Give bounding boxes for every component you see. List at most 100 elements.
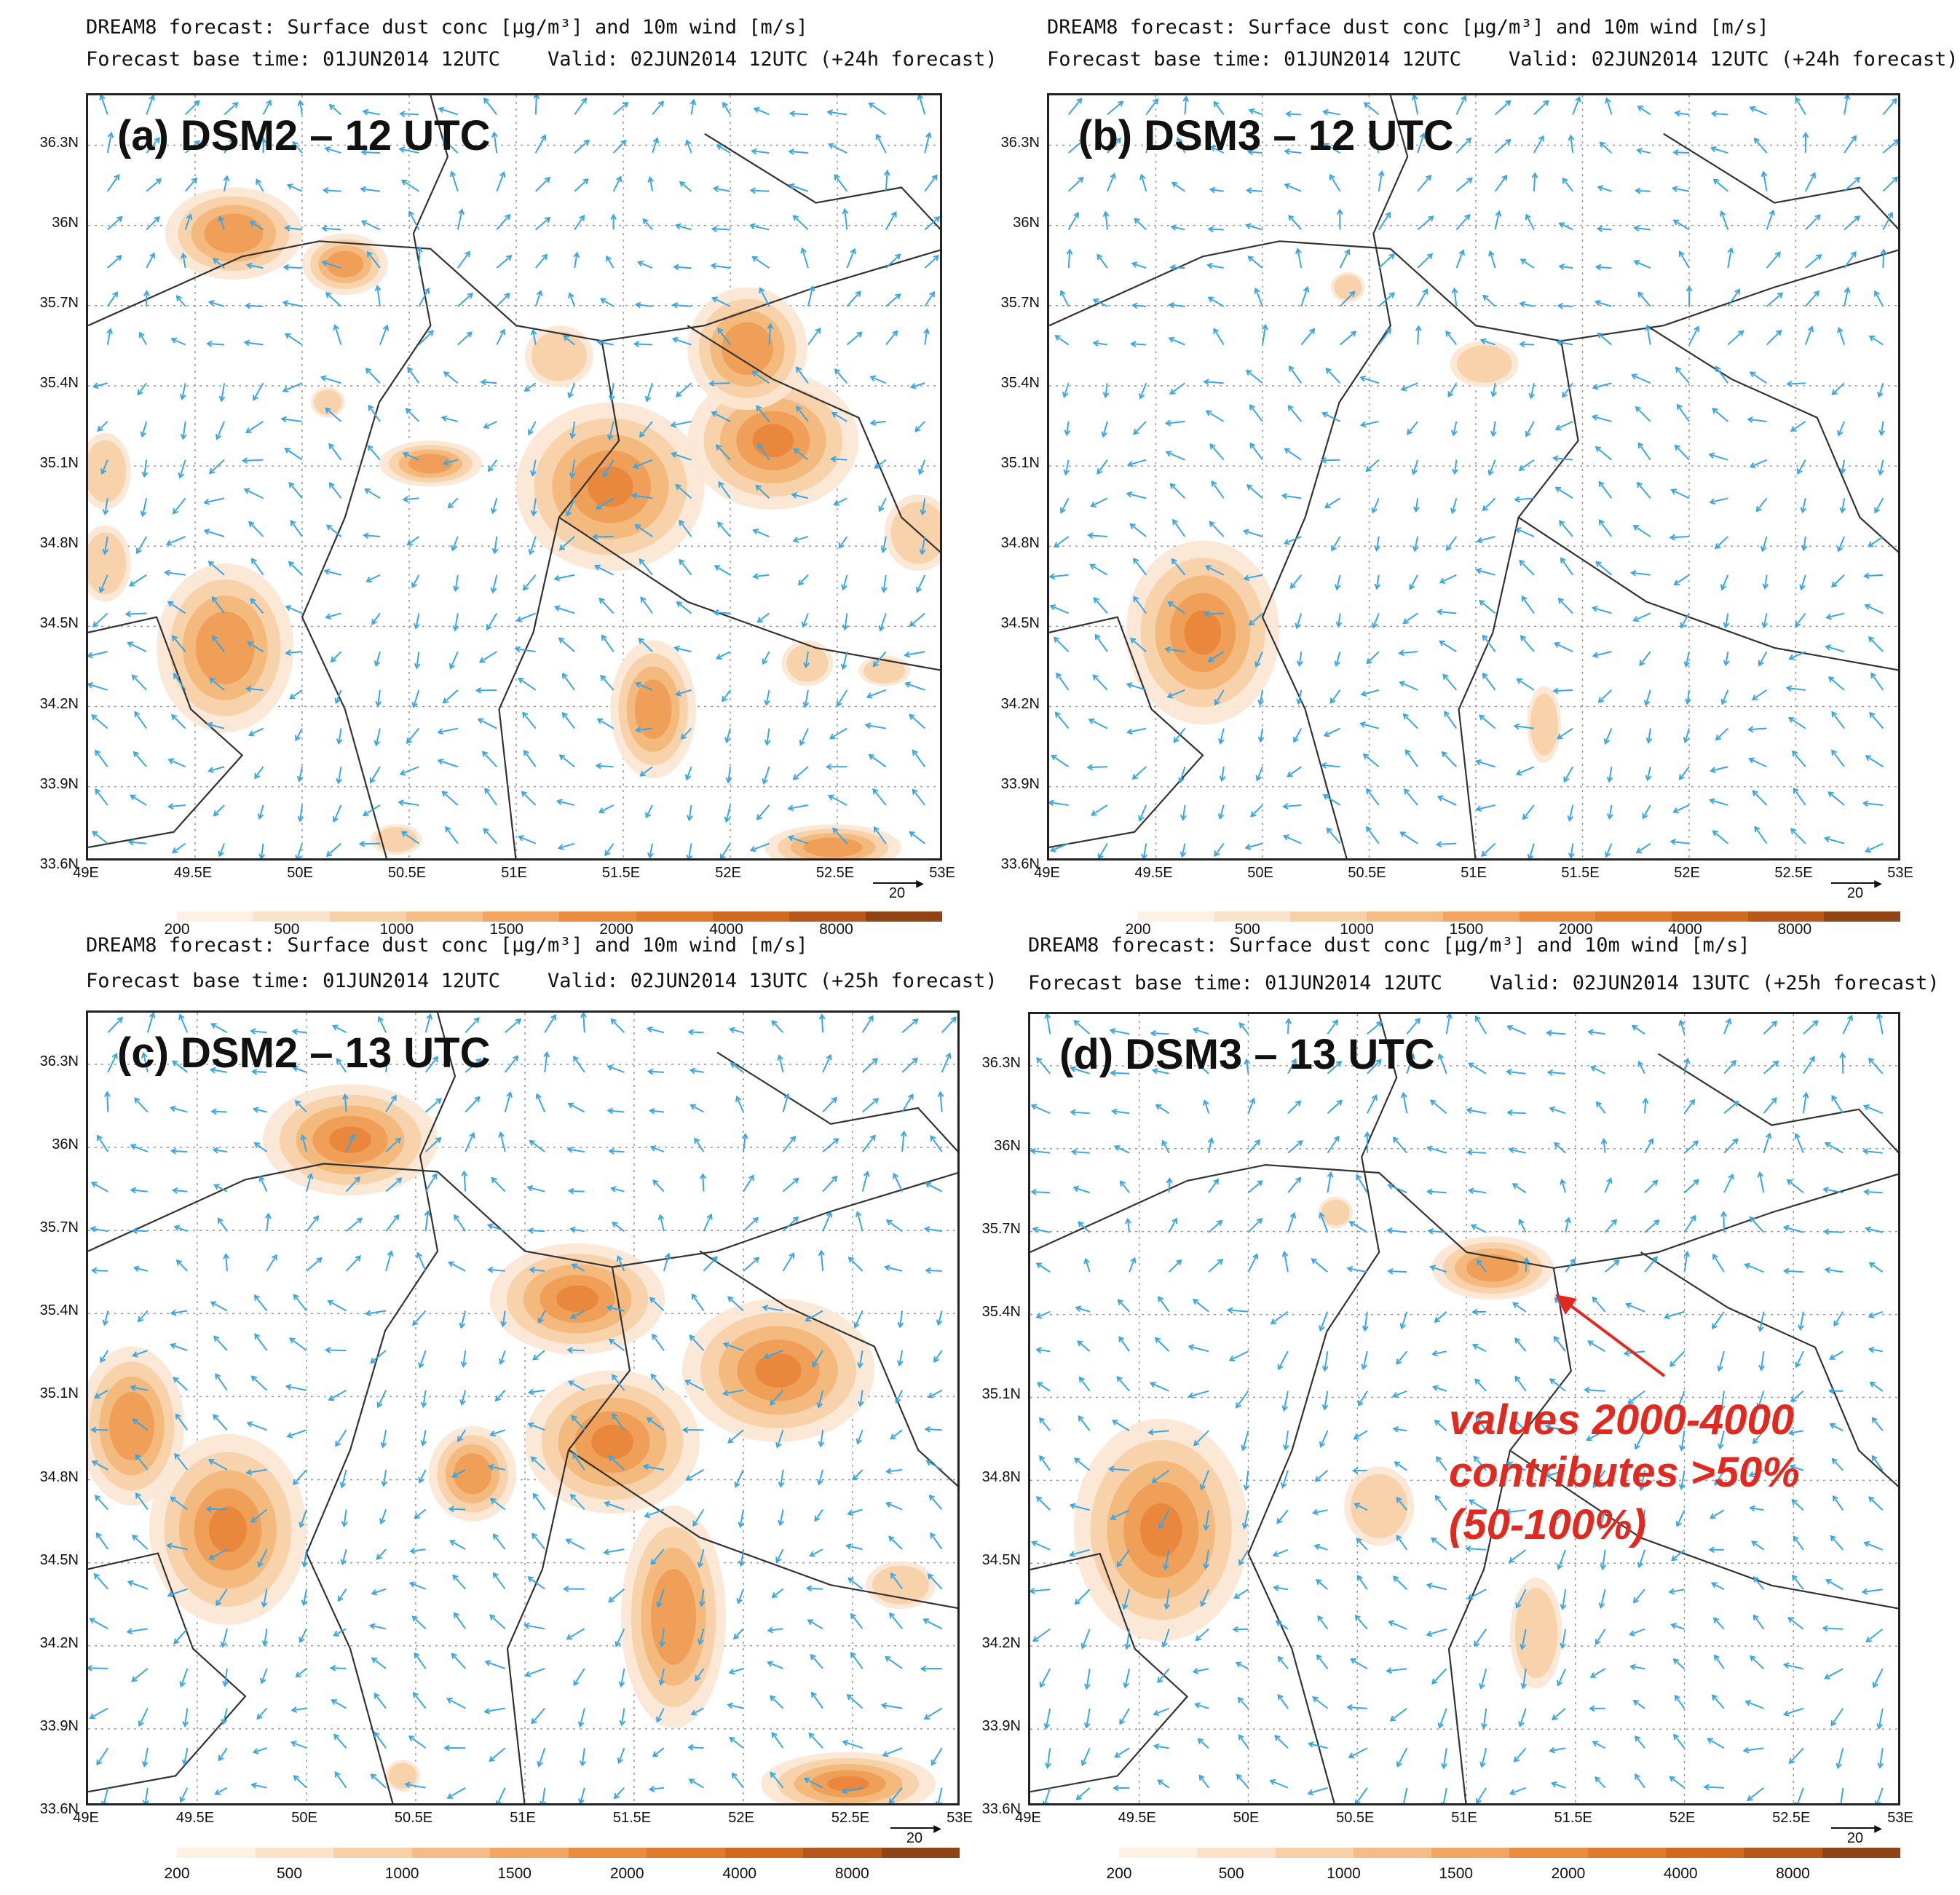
wind-arrow [1117, 1299, 1130, 1313]
wind-arrow [1864, 604, 1884, 614]
wind-arrow [941, 1016, 957, 1033]
wind-arrow [1757, 1171, 1765, 1193]
lon-tick-label: 52.5E [831, 1810, 870, 1826]
wind-arrow [370, 1350, 387, 1364]
wind-arrow [832, 827, 848, 844]
wind-arrow [574, 139, 590, 154]
wind-arrow [1327, 1135, 1340, 1154]
country-border [506, 1267, 631, 1803]
wind-arrow [1092, 298, 1108, 307]
map-frame: (c) DSM2 – 13 UTC [86, 1010, 960, 1805]
wind-arrow [930, 1532, 943, 1550]
wind-arrow [1437, 1708, 1447, 1729]
wind-arrow [573, 1055, 585, 1073]
wind-arrow [883, 1265, 903, 1272]
wind-arrow [442, 459, 459, 466]
wind-arrow [1634, 1773, 1645, 1789]
wind-arrow [687, 1029, 704, 1036]
wind-arrow [637, 261, 653, 269]
wind-arrow [292, 1065, 307, 1073]
wind-arrow [1102, 210, 1110, 230]
wind-arrow [1059, 290, 1070, 307]
wind-arrow [528, 421, 537, 436]
wind-arrow [1110, 1509, 1130, 1521]
wind-arrow [1868, 1310, 1884, 1318]
wind-arrow [491, 1176, 506, 1192]
wind-arrow [1782, 1267, 1803, 1275]
wind-arrow [133, 751, 147, 767]
wind-arrow [224, 138, 235, 154]
wind-arrow [652, 1333, 665, 1351]
map-frame: (b) DSM3 – 12 UTC [1047, 93, 1900, 861]
wind-arrow [743, 1257, 760, 1272]
color-scale-bar [177, 1848, 960, 1858]
wind-arrow [540, 1787, 547, 1803]
wind-arrow [256, 1707, 268, 1720]
wind-arrow [1710, 146, 1728, 154]
wind-arrow [1367, 1059, 1382, 1075]
dust-contour [1321, 1199, 1350, 1226]
wind-arrow [323, 569, 341, 576]
wind-arrow [1171, 558, 1186, 576]
wind-arrow [712, 186, 731, 192]
wind-arrow [611, 1374, 625, 1391]
lon-tick-label: 50E [1247, 865, 1273, 881]
lat-tick-label: 34.2N [981, 1635, 1021, 1652]
country-border [305, 1013, 457, 1803]
wind-arrow [1674, 444, 1690, 461]
wind-arrow [1455, 213, 1471, 231]
wind-arrow [1592, 382, 1612, 390]
wind-arrow [1247, 1180, 1263, 1194]
wind-arrow [184, 100, 200, 116]
wind-arrow [182, 1708, 189, 1728]
wind-arrow [1552, 687, 1573, 695]
wind-arrow [1243, 574, 1263, 582]
wind-arrow [1868, 1262, 1884, 1273]
wind-arrow [170, 1496, 188, 1511]
wind-arrow [398, 146, 419, 154]
wind-arrow [1476, 1259, 1487, 1273]
wind-arrow [424, 1013, 433, 1033]
dust-contour [1530, 693, 1558, 756]
wind-arrow [759, 287, 770, 307]
wind-arrow [749, 187, 770, 194]
wind-arrow [558, 536, 575, 551]
wind-arrow [834, 368, 848, 384]
wind-arrow [722, 689, 731, 703]
wind-arrow [1802, 131, 1809, 154]
wind-arrow [1113, 1144, 1130, 1154]
wind-arrow [1683, 1251, 1691, 1273]
wind-arrow [722, 1342, 744, 1352]
wind-arrow [1435, 841, 1457, 848]
header-line2: Forecast base time: 01JUN2014 12UTC Vali… [1047, 48, 1959, 71]
wind-arrow [650, 1548, 665, 1565]
scale-tick-label: 2000 [1558, 921, 1593, 938]
wind-arrow [1822, 1187, 1844, 1194]
lat-tick-label: 34.8N [1000, 535, 1040, 552]
color-scale-segment [1197, 1848, 1276, 1858]
wind-arrow [368, 1623, 387, 1630]
wind-arrow [1204, 565, 1225, 576]
wind-arrow [695, 1668, 705, 1682]
wind-arrow [893, 1172, 904, 1192]
wind-arrow [846, 1693, 864, 1709]
wind-arrow [250, 598, 264, 614]
wind-arrow [656, 1708, 665, 1723]
wind-arrow [1708, 798, 1728, 806]
wind-arrow [679, 181, 692, 192]
wind-arrow [1069, 1548, 1090, 1558]
wind-arrow [1788, 651, 1806, 660]
wind-arrow [1237, 1696, 1249, 1709]
wind-arrow [1636, 147, 1651, 154]
wind-arrow [1597, 1509, 1606, 1531]
color-scale-segment [177, 1848, 256, 1858]
wind-arrow [1604, 1177, 1613, 1193]
wind-arrow [698, 1629, 705, 1645]
wind-arrow [847, 1577, 864, 1590]
wind-arrow [1708, 1546, 1724, 1554]
wind-arrow [634, 301, 653, 309]
wind-arrow [137, 382, 147, 396]
wind-arrow [399, 110, 419, 117]
wind-arrow [782, 1252, 794, 1272]
wind-arrow [345, 1217, 363, 1233]
